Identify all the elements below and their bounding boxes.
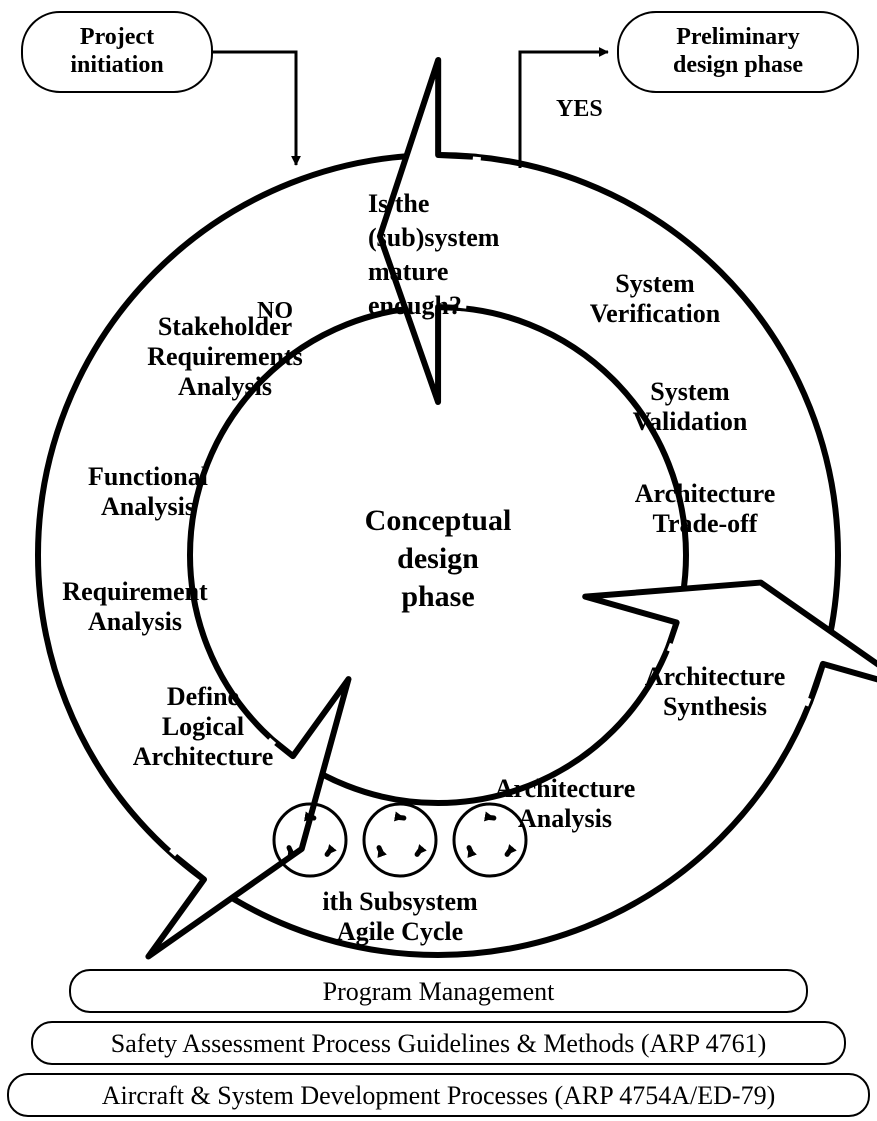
phase-label-3: Logical xyxy=(162,712,244,741)
decision-question: mature xyxy=(368,257,448,286)
agile-icon-arrow xyxy=(289,848,291,852)
footer-box-label-2: Aircraft & System Development Processes … xyxy=(102,1081,775,1110)
phase-label-0: Analysis xyxy=(178,372,272,401)
phase-label-1: Functional xyxy=(88,462,208,491)
footer-box-label-0: Program Management xyxy=(323,977,556,1006)
phase-label-3: Define xyxy=(167,682,239,711)
phase-label-1: Analysis xyxy=(101,492,195,521)
phase-label-8: System xyxy=(615,269,695,298)
center-label: design xyxy=(397,542,479,575)
capsule-preliminary-design-label: Preliminary xyxy=(676,24,800,50)
phase-label-2: Analysis xyxy=(88,607,182,636)
phase-label-6: Trade-off xyxy=(653,509,758,538)
agile-icon-arrow xyxy=(507,851,509,854)
decision-question: Is the xyxy=(368,189,429,218)
agile-label: Agile Cycle xyxy=(337,917,463,946)
capsule-project-initiation-label: Project xyxy=(80,24,154,50)
arrow-into-cycle xyxy=(212,52,296,165)
phase-label-0: Requirements xyxy=(147,342,303,371)
phase-label-2: Requirement xyxy=(62,577,208,606)
agile-icon-arrow xyxy=(469,848,471,852)
decision-question: enough? xyxy=(368,291,462,320)
phase-label-6: Architecture xyxy=(635,479,776,508)
capsule-preliminary-design-label: design phase xyxy=(673,52,803,78)
capsule-project-initiation-label: initiation xyxy=(70,52,163,78)
phase-label-0: Stakeholder xyxy=(158,312,292,341)
phase-label-8: Verification xyxy=(590,299,721,328)
center-label: Conceptual xyxy=(365,504,512,537)
decision-question: (sub)system xyxy=(368,223,500,252)
agile-icon-arrow xyxy=(379,848,381,852)
agile-icon-arrow xyxy=(327,851,329,854)
agile-label: ith Subsystem xyxy=(322,887,478,916)
agile-icon-arrow xyxy=(417,851,419,854)
footer-box-label-1: Safety Assessment Process Guidelines & M… xyxy=(111,1029,767,1058)
label-yes: YES xyxy=(556,96,603,122)
phase-label-3: Architecture xyxy=(133,742,274,771)
phase-label-4: Architecture xyxy=(495,774,636,803)
phase-label-7: Validation xyxy=(633,407,748,436)
phase-label-7: System xyxy=(650,377,730,406)
phase-label-5: Synthesis xyxy=(663,692,767,721)
phase-label-4: Analysis xyxy=(518,804,612,833)
center-label: phase xyxy=(401,580,474,613)
phase-label-5: Architecture xyxy=(645,662,786,691)
